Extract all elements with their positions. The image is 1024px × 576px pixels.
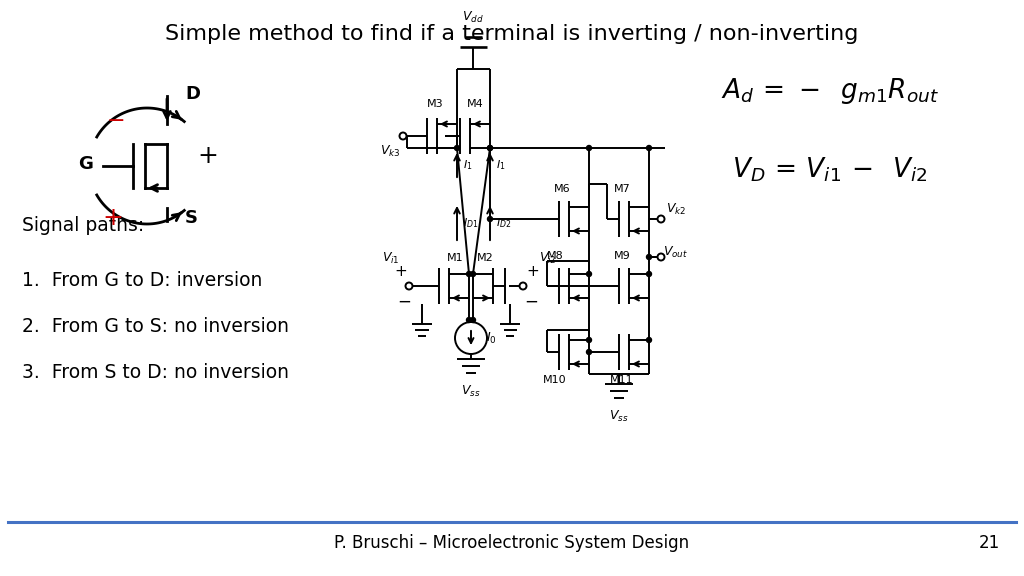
Circle shape [587, 271, 592, 276]
Circle shape [646, 338, 651, 343]
Text: $I_0$: $I_0$ [485, 331, 497, 346]
Circle shape [455, 146, 460, 150]
Circle shape [587, 338, 592, 343]
Text: +: + [394, 263, 408, 279]
Text: M4: M4 [467, 99, 483, 109]
Text: 21: 21 [979, 534, 1000, 552]
Text: $V_D\, =\, V_{i1}\, -\;\; V_{i2}$: $V_D\, =\, V_{i1}\, -\;\; V_{i2}$ [732, 156, 928, 184]
Circle shape [646, 146, 651, 150]
Text: $V_{k2}$: $V_{k2}$ [666, 202, 686, 217]
Text: Signal paths:: Signal paths: [22, 216, 144, 235]
Text: $V_{out}$: $V_{out}$ [664, 244, 688, 260]
Circle shape [587, 146, 592, 150]
Text: D: D [185, 85, 200, 103]
Circle shape [487, 217, 493, 222]
Circle shape [467, 317, 471, 323]
Text: $I_{D1}$: $I_{D1}$ [463, 216, 478, 230]
Text: $V_{i2}$: $V_{i2}$ [540, 251, 557, 266]
Text: $V_{dd}$: $V_{dd}$ [462, 9, 484, 25]
Text: $+$: $+$ [101, 206, 122, 230]
Text: $V_{k3}$: $V_{k3}$ [380, 143, 400, 158]
Text: $V_{i1}$: $V_{i1}$ [382, 251, 399, 266]
Text: P. Bruschi – Microelectronic System Design: P. Bruschi – Microelectronic System Desi… [335, 534, 689, 552]
Text: $-$: $-$ [105, 109, 124, 129]
Text: M11: M11 [610, 375, 634, 385]
Text: M1: M1 [446, 253, 463, 263]
Text: +: + [526, 263, 540, 279]
Text: S: S [185, 209, 198, 227]
Text: $I_1$: $I_1$ [496, 158, 506, 172]
Text: $-$: $-$ [397, 292, 411, 310]
Circle shape [467, 271, 471, 276]
Circle shape [487, 146, 493, 150]
Circle shape [470, 317, 475, 323]
Text: $-$: $-$ [524, 292, 538, 310]
Text: $A_d\, =\, -\;\; g_{m1}R_{out}$: $A_d\, =\, -\;\; g_{m1}R_{out}$ [721, 76, 939, 106]
Text: $+$: $+$ [197, 144, 217, 168]
Text: M7: M7 [613, 184, 631, 194]
Text: 2.  From G to S: no inversion: 2. From G to S: no inversion [22, 317, 289, 336]
Text: $I_{D2}$: $I_{D2}$ [496, 216, 511, 230]
Text: $V_{ss}$: $V_{ss}$ [461, 384, 480, 399]
Text: 3.  From S to D: no inversion: 3. From S to D: no inversion [22, 363, 289, 382]
Text: M6: M6 [554, 184, 570, 194]
Circle shape [587, 350, 592, 354]
Text: M3: M3 [427, 99, 443, 109]
Text: $I_1$: $I_1$ [463, 158, 472, 172]
Text: 1.  From G to D: inversion: 1. From G to D: inversion [22, 271, 262, 290]
Text: M2: M2 [476, 253, 494, 263]
Text: $V_{ss}$: $V_{ss}$ [609, 408, 629, 423]
Text: M10: M10 [543, 375, 567, 385]
Circle shape [487, 146, 493, 150]
Text: Simple method to find if a terminal is inverting / non-inverting: Simple method to find if a terminal is i… [165, 24, 859, 44]
Text: G: G [78, 155, 93, 173]
Circle shape [470, 271, 475, 276]
Text: M8: M8 [547, 251, 563, 261]
Circle shape [646, 255, 651, 260]
Circle shape [646, 271, 651, 276]
Text: M9: M9 [613, 251, 631, 261]
